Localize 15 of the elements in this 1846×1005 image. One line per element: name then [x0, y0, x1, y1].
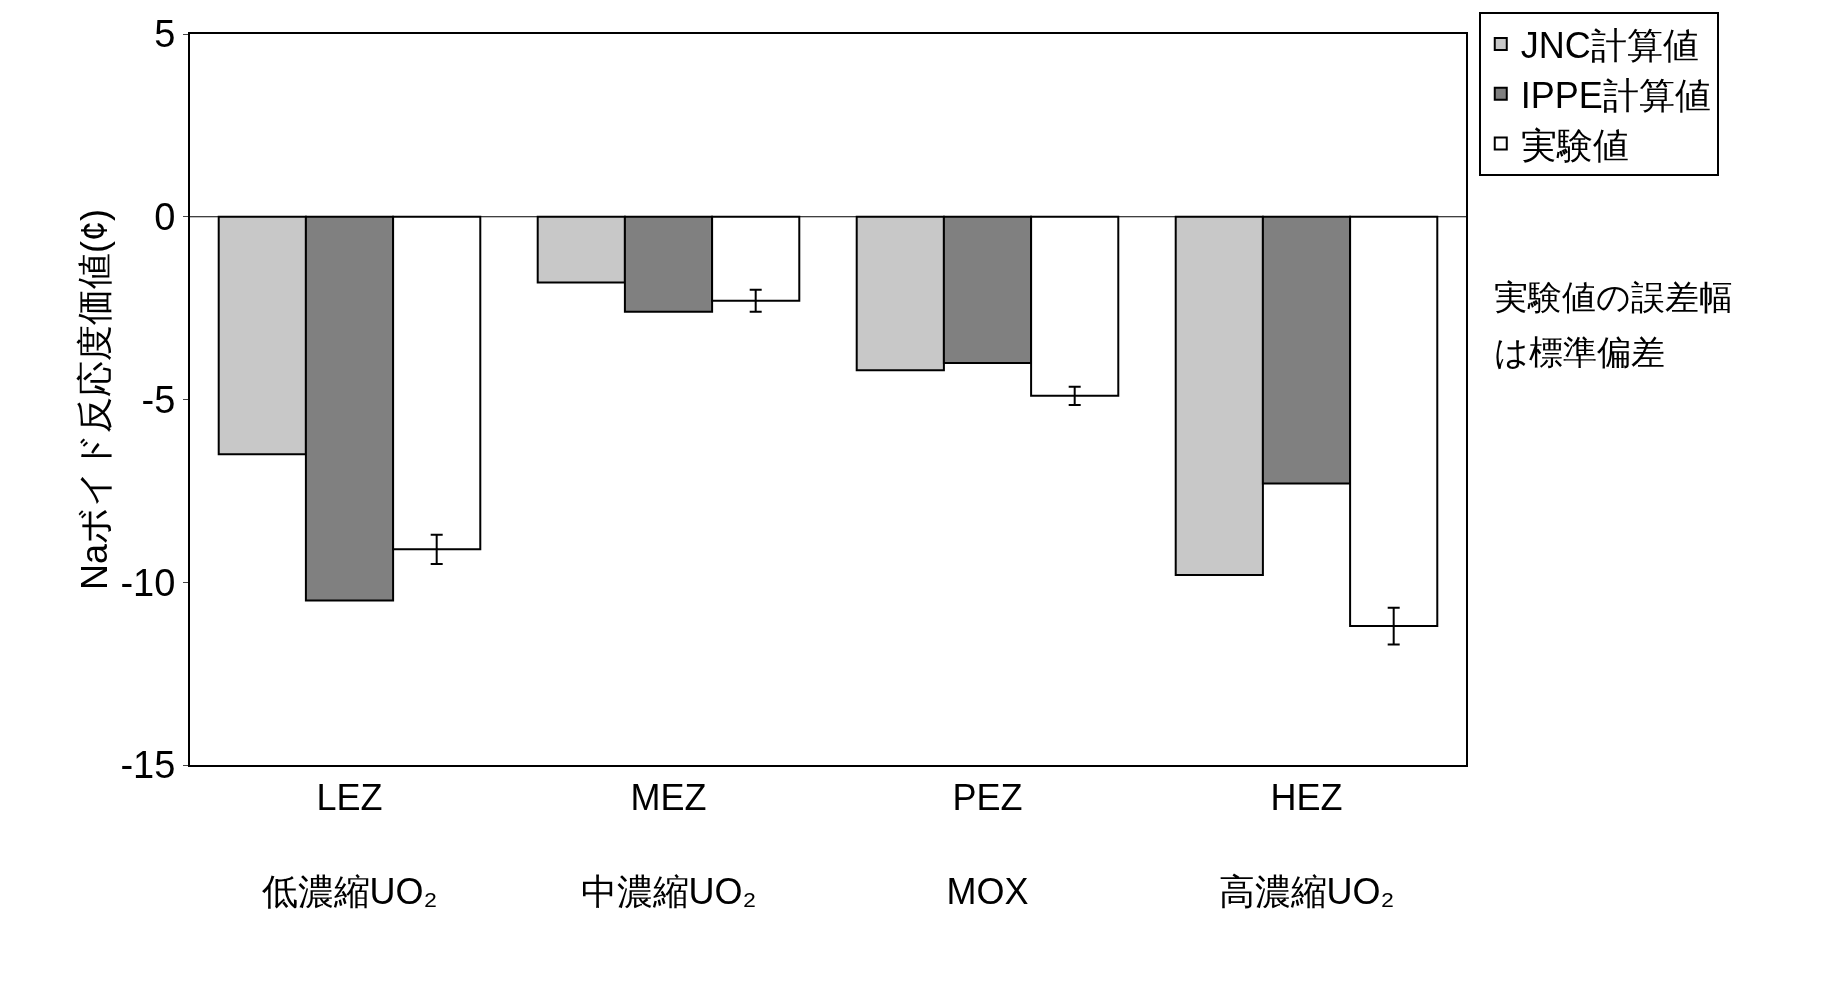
- category-label: PEZ MOX: [946, 777, 1029, 912]
- legend-label: JNC計算値: [1520, 25, 1699, 67]
- legend-label: 実験値: [1520, 124, 1629, 166]
- legend-label: IPPE計算値: [1520, 74, 1711, 116]
- y-tick-label: -10: [120, 561, 176, 604]
- y-tick-label: -15: [120, 744, 176, 787]
- category-label: HEZ 高濃縮UO₂: [1218, 777, 1395, 912]
- y-tick-label: 5: [154, 13, 176, 56]
- text: は標準偏差: [1494, 333, 1665, 371]
- category-label: MEZ 中濃縮UO₂: [580, 777, 757, 912]
- category-label: LEZ 低濃縮UO₂: [261, 777, 438, 912]
- text: 実験値の誤差幅: [1494, 278, 1733, 316]
- y-tick-label: -5: [141, 378, 176, 421]
- y-axis-title: Naボイド反応度価値(¢): [74, 208, 115, 591]
- y-tick-label: 0: [154, 196, 176, 239]
